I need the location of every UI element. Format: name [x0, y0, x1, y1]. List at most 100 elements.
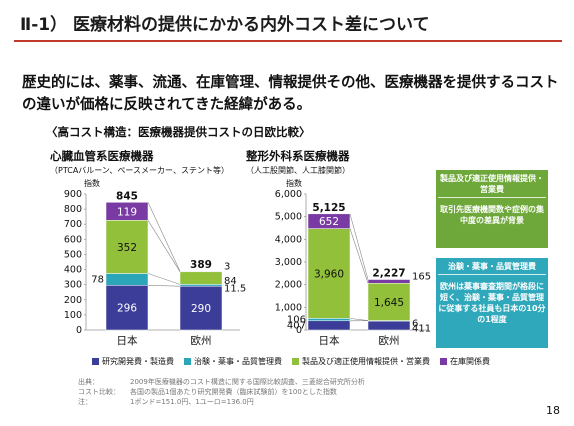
y-tick-label: 500 [64, 249, 82, 260]
legend-item-rnd: 研究開発費・製造費 [92, 356, 174, 367]
data-label: 3,960 [314, 268, 344, 280]
data-label: 1,645 [374, 297, 404, 309]
y-tick-label: 300 [64, 280, 82, 291]
cardio-chart-title: 心臓血管系医療機器 [50, 149, 154, 163]
slide-title: Ⅱ-1） 医療材料の提供にかかる内外コスト差について [20, 15, 430, 35]
total-label: 5,125 [312, 202, 345, 214]
y-tick-label: 0 [76, 325, 82, 336]
total-label: 2,227 [372, 268, 405, 280]
regulatory-note-box: 治験・薬事・品質管理費 欧州は薬事審査期間が格段に短く、治験・薬事・品質管理に従… [436, 258, 548, 348]
ortho-chart-title: 整形外科系医療機器 [246, 149, 350, 163]
info-cost-note-heading: 製品及び適正使用情報提供・営業費 [438, 173, 546, 198]
legend-label-inventory: 在庫関係費 [450, 357, 490, 366]
y-tick-label: 900 [64, 189, 82, 200]
bar-segment [307, 213, 351, 229]
info-cost-note-body: 取引先医療機関数や症例の集中度の差異が背景 [440, 205, 544, 225]
data-label: 290 [191, 303, 211, 315]
note-row: 注： 1ポンド=151.0円、1ユーロ=136.0円 [78, 397, 365, 407]
title-rule [14, 40, 562, 42]
chart-subtitle: 〈高コスト構造：医療機器提供コストの日欧比較〉 [46, 125, 311, 139]
ortho-chart-subtitle: （人工股関節、人工膝関節） [246, 166, 350, 175]
data-label: 3 [224, 261, 230, 272]
legend-swatch-regulatory [184, 358, 191, 365]
legend-swatch-rnd [92, 358, 99, 365]
info-cost-note-box: 製品及び適正使用情報提供・営業費 取引先医療機関数や症例の集中度の差異が背景 [436, 170, 548, 248]
bar-segment [367, 320, 411, 331]
cardio-chart: 0 100 200 300 400 500 600 700 800 900 296 352 119 845… [64, 189, 246, 347]
y-tick-label: 3,000 [275, 257, 302, 268]
bar-segment [179, 270, 223, 273]
bar-segment [179, 284, 223, 287]
data-label: 165 [412, 271, 431, 282]
bar-segment [105, 202, 149, 221]
bar-segment [105, 273, 149, 286]
cardio-y-unit: 指数 [84, 179, 100, 188]
legend-item-info: 製品及び適正使用情報提供・営業費 [292, 356, 430, 367]
y-tick-label: 600 [64, 234, 82, 245]
intro-text: 歴史的には、薬事、流通、在庫管理、情報提供その他、医療機器を提供するコストの違い… [22, 75, 559, 113]
regulatory-note-heading: 治験・薬事・品質管理費 [438, 261, 546, 275]
category-label: 日本 [319, 334, 340, 347]
data-label: 411 [412, 323, 431, 334]
bar-segment [105, 285, 149, 331]
bar-segment [367, 279, 411, 284]
y-tick-label: 800 [64, 204, 82, 215]
y-tick-label: 100 [64, 310, 82, 321]
ortho-chart: 0 1,000 2,000 3,000 4,000 5,000 6,000 3,960 652 5… [275, 189, 431, 347]
note-text: 1ポンド=151.0円、1ユーロ=136.0円 [130, 398, 254, 406]
y-tick-label: 700 [64, 219, 82, 230]
ortho-y-unit: 指数 [286, 179, 302, 188]
category-label: 欧州 [191, 335, 212, 347]
legend-swatch-info [292, 358, 299, 365]
connector-line [147, 273, 181, 285]
data-label: 119 [117, 206, 137, 218]
data-label: 652 [319, 216, 339, 228]
legend-item-regulatory: 治験・薬事・品質管理費 [184, 356, 282, 367]
legend-swatch-inventory [440, 358, 447, 365]
data-label: 78 [91, 274, 104, 285]
cardio-chart-subtitle: （PTCAバルーン、ペースメーカー、ステント等） [50, 166, 229, 175]
note-text: 各国の製品1個あたり研究開発費（臨床試験前）を100とした指数 [130, 388, 337, 396]
y-tick-label: 6,000 [275, 189, 302, 200]
regulatory-note-body: 欧州は薬事審査期間が格段に短く、治験・薬事・品質管理に従事する社員も日本の10分… [438, 282, 546, 324]
data-label: 407 [287, 320, 306, 331]
data-label: 11.5 [224, 283, 246, 294]
data-label: 352 [117, 242, 137, 254]
source-notes: 出典： 2009年医療機器のコスト構造に関する国際比較調査、三菱総合研究所分析 … [78, 377, 365, 407]
bar-segment [307, 228, 351, 319]
data-label: 106 [287, 315, 306, 326]
note-row: 出典： 2009年医療機器のコスト構造に関する国際比較調査、三菱総合研究所分析 [78, 377, 365, 387]
total-label: 389 [190, 259, 212, 271]
data-label: 6 [412, 319, 418, 330]
data-label: 296 [117, 303, 137, 315]
connector-line [147, 220, 181, 272]
category-label: 欧州 [379, 335, 400, 347]
y-tick-label: 5,000 [275, 212, 302, 223]
note-text: 2009年医療機器のコスト構造に関する国際比較調査、三菱総合研究所分析 [130, 378, 365, 386]
page-number: 18 [546, 404, 560, 417]
legend-label-regulatory: 治験・薬事・品質管理費 [194, 357, 282, 366]
bar-segment [367, 283, 411, 321]
legend-label-rnd: 研究開発費・製造費 [102, 357, 174, 366]
y-tick-label: 400 [64, 265, 82, 276]
bar-segment [105, 220, 149, 274]
category-label: 日本 [117, 334, 138, 347]
data-label: 84 [224, 276, 237, 287]
connector-line [349, 213, 369, 280]
connector-line [147, 284, 181, 287]
total-label: 845 [116, 190, 138, 202]
y-tick-label: 4,000 [275, 234, 302, 245]
connector-line [349, 318, 369, 321]
bar-segment [307, 320, 351, 331]
legend-label-info: 製品及び適正使用情報提供・営業費 [302, 357, 430, 366]
y-tick-label: 2,000 [275, 280, 302, 291]
note-label: 注： [78, 398, 92, 406]
legend-item-inventory: 在庫関係費 [440, 356, 490, 367]
note-row: コスト比較： 各国の製品1個あたり研究開発費（臨床試験前）を100とした指数 [78, 387, 365, 397]
connector-line [147, 202, 181, 272]
note-label: コスト比較： [78, 388, 120, 396]
y-tick-label: 0 [296, 325, 302, 336]
bar-segment [179, 271, 223, 285]
chart-legend: 研究開発費・製造費 治験・薬事・品質管理費 製品及び適正使用情報提供・営業費 在… [92, 356, 490, 367]
